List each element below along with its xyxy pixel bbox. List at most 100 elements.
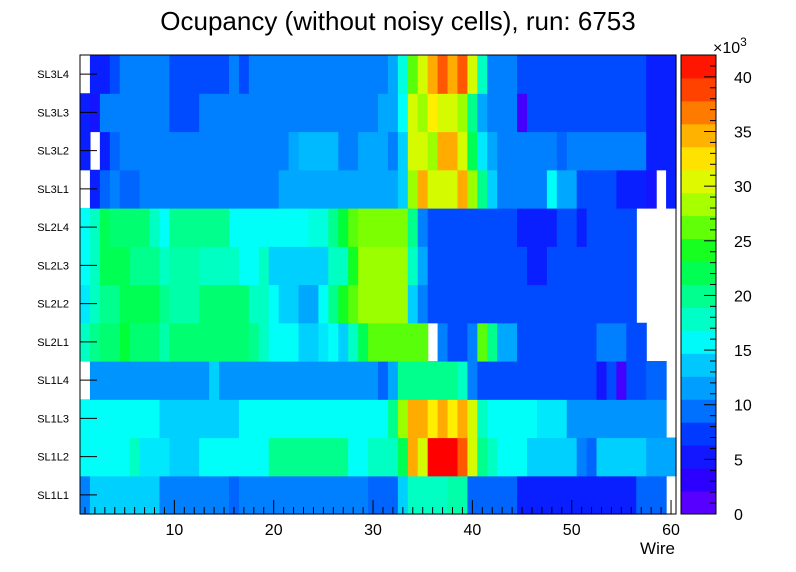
heatmap-cell	[407, 131, 429, 171]
heatmap-cell	[169, 93, 200, 133]
palette-tick-label: 5	[734, 452, 743, 469]
heatmap-cell	[99, 131, 111, 171]
heatmap-cell	[348, 246, 359, 286]
heatmap-cell	[467, 399, 478, 439]
heatmap-cell	[427, 55, 439, 94]
heatmap-cell	[169, 55, 230, 94]
heatmap-cell	[248, 284, 270, 324]
heatmap-cell	[229, 475, 240, 515]
heatmap-cell	[397, 437, 409, 477]
palette-band	[681, 215, 716, 240]
palette-tick-label: 30	[734, 179, 752, 196]
y-axis-tick-label: SL3L4	[37, 69, 69, 81]
heatmap-cell	[546, 246, 637, 286]
x-axis-tick-label: 30	[364, 522, 382, 539]
heatmap-cell	[417, 93, 429, 133]
heatmap-cell	[348, 208, 359, 247]
heatmap-cell	[99, 322, 121, 362]
heatmap-cell	[467, 169, 478, 209]
heatmap-cell	[477, 131, 488, 171]
palette-band	[681, 146, 716, 171]
y-axis-tick-label: SL3L3	[37, 107, 69, 119]
heatmap-cell	[546, 169, 558, 209]
y-axis-tick-label: SL1L1	[37, 490, 69, 502]
heatmap-cell	[387, 55, 399, 94]
heatmap-cell	[407, 399, 429, 439]
heatmap-cell	[129, 437, 141, 477]
heatmap-cell	[169, 208, 230, 247]
x-axis-tick-label: 40	[463, 522, 481, 539]
y-axis-tick-label: SL2L3	[37, 260, 69, 272]
heatmap-cell	[298, 131, 339, 171]
heatmap-cell	[467, 93, 478, 133]
heatmap-cell	[487, 93, 518, 133]
heatmap-cell	[169, 246, 200, 286]
heatmap-cell	[348, 437, 369, 477]
heatmap-cell	[318, 284, 329, 324]
heatmap-cell	[298, 322, 319, 362]
palette-tick-label: 0	[734, 507, 743, 524]
heatmap-cell	[467, 361, 478, 400]
heatmap-cell	[477, 55, 488, 94]
heatmap-cell	[497, 437, 528, 477]
heatmap-cell	[527, 93, 647, 133]
heatmap-cell	[397, 93, 409, 133]
heatmap-cell	[89, 361, 210, 400]
palette-band	[681, 261, 716, 285]
heatmap-cell	[467, 131, 478, 171]
heatmap-cell	[646, 55, 677, 94]
heatmap-cell	[109, 55, 121, 94]
heatmap-cell	[487, 131, 498, 171]
palette-band	[681, 353, 716, 377]
heatmap-cell	[368, 437, 399, 477]
palette-band	[681, 123, 716, 148]
heatmap-cells	[80, 55, 677, 515]
heatmap-cell	[457, 55, 468, 94]
heatmap-cell	[467, 437, 478, 477]
heatmap-cell	[338, 131, 359, 171]
x-axis-tick-label: 20	[265, 522, 283, 539]
heatmap-cell	[477, 93, 488, 133]
heatmap-cell	[447, 475, 468, 515]
heatmap-cell	[328, 208, 339, 247]
palette-band	[681, 445, 716, 469]
heatmap-cell	[536, 399, 568, 439]
x-axis-tick-label: 10	[165, 522, 183, 539]
heatmap-cell	[437, 131, 459, 171]
heatmap-cell	[437, 93, 459, 133]
palette-band	[681, 77, 716, 102]
plot-frame	[79, 54, 677, 515]
z-axis-exponent: ×103	[713, 35, 747, 57]
heatmap-cell	[109, 208, 151, 247]
heatmap-cell	[268, 246, 329, 286]
palette-tick-label: 35	[734, 125, 752, 142]
heatmap-cell	[427, 284, 637, 324]
heatmap-cell	[606, 361, 617, 400]
heatmap-cell	[646, 93, 677, 133]
heatmap-cell	[358, 322, 369, 362]
heatmap-cell	[407, 437, 419, 477]
heatmap-cell	[576, 437, 588, 477]
chart-title: Ocupancy (without noisy cells), run: 675…	[160, 6, 635, 36]
heatmap-cell	[447, 322, 468, 362]
y-axis-tick-label: SL3L2	[37, 146, 69, 158]
palette-band	[681, 491, 716, 515]
heatmap-cell	[427, 208, 518, 247]
heatmap-cell	[457, 361, 468, 400]
heatmap-cell	[378, 93, 399, 133]
heatmap-cell	[626, 361, 647, 400]
heatmap-cell	[209, 361, 220, 400]
x-axis-tick-label: 50	[563, 522, 581, 539]
y-axis-tick-label: SL1L2	[37, 452, 69, 464]
heatmap-cell	[268, 322, 300, 362]
heatmap-cell	[268, 437, 349, 477]
heatmap-cell	[159, 399, 240, 439]
y-axis-tick-label: SL3L1	[37, 184, 69, 196]
heatmap-cell	[407, 475, 449, 515]
heatmap-cell	[397, 361, 459, 400]
heatmap-cell	[586, 208, 637, 247]
palette-tick-label: 40	[734, 70, 752, 87]
heatmap-cell	[348, 284, 359, 324]
palette-band	[681, 399, 716, 423]
